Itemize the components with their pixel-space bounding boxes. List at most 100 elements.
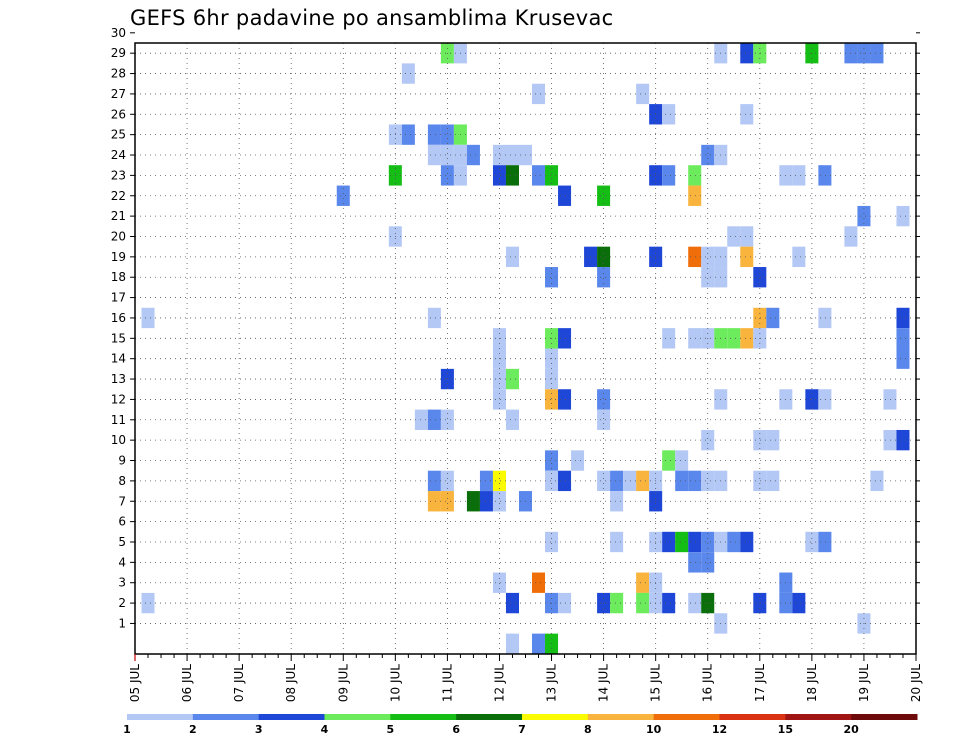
grid-lines [135, 43, 916, 654]
colorbar-label: 7 [518, 723, 526, 736]
colorbar-label: 3 [255, 723, 263, 736]
heatmap-cell [636, 470, 650, 492]
heatmap-cell [571, 450, 585, 471]
heatmap-cell [623, 470, 637, 492]
heatmap-cell [701, 531, 715, 553]
heatmap-cell [479, 491, 493, 512]
heatmap-cell [597, 470, 611, 492]
y-tick-label: 15 [111, 331, 126, 345]
heatmap-cell [896, 328, 910, 349]
x-tick-label: 19 JUL [857, 664, 871, 702]
x-tick-label: 13 JUL [545, 664, 559, 702]
heatmap-cell [597, 389, 611, 410]
heatmap-cell [492, 470, 506, 492]
x-tick-label: 18 JUL [805, 664, 819, 702]
y-tick-label: 26 [111, 107, 126, 121]
heatmap-cell [597, 267, 611, 288]
heatmap-cell [896, 205, 910, 227]
colorbar-swatch [851, 714, 918, 720]
heatmap-cell [558, 185, 572, 206]
y-tick-label: 25 [111, 128, 126, 142]
y-tick-label: 3 [118, 576, 126, 590]
x-tick-label: 08 JUL [284, 664, 298, 702]
heatmap-cell [427, 409, 441, 430]
heatmap-cell [545, 470, 559, 492]
heatmap-cell [610, 592, 624, 614]
colorbar-swatch [258, 714, 325, 720]
x-tick-label: 15 JUL [649, 664, 663, 702]
heatmap-cell [610, 470, 624, 492]
heatmap-cell [753, 470, 767, 492]
heatmap-cell [662, 165, 676, 186]
heatmap-cell [818, 307, 832, 329]
y-tick-label: 7 [118, 494, 126, 508]
colorbar-label: 5 [387, 723, 395, 736]
heatmap-cell [818, 531, 832, 553]
heatmap-cell [688, 531, 702, 553]
heatmap-cell [883, 429, 897, 451]
x-tick-label: 05 JUL [128, 664, 142, 702]
heatmap-cell [505, 144, 519, 166]
heatmap-cell [675, 470, 689, 492]
heatmap-cell [662, 104, 676, 125]
colorbar-swatch [324, 714, 391, 720]
colorbar-label: 6 [452, 723, 460, 736]
heatmap-cell [792, 246, 806, 268]
heatmap-cell [701, 429, 715, 451]
colorbar-label: 8 [584, 723, 592, 736]
heatmap-cell [870, 470, 884, 492]
y-tick-label: 18 [111, 270, 126, 284]
y-tick-label: 24 [111, 148, 126, 162]
heatmap-cell [753, 267, 767, 288]
heatmap-cell [701, 246, 715, 268]
heatmap-cell [427, 491, 441, 512]
x-tick-label: 20 JUL [909, 664, 923, 702]
y-tick-label: 28 [111, 67, 126, 81]
heatmap-cell [792, 165, 806, 186]
heatmap-cell [805, 389, 819, 410]
heatmap-cell [636, 592, 650, 614]
x-tick-label: 17 JUL [753, 664, 767, 702]
heatmap-cell [688, 470, 702, 492]
y-tick-label: 9 [118, 454, 126, 468]
y-tick-label: 4 [118, 555, 126, 569]
heatmap-cell [688, 552, 702, 573]
heatmap-cell [701, 552, 715, 573]
y-tick-label: 20 [111, 229, 126, 243]
heatmap-cell [505, 409, 519, 430]
colorbar-label: 4 [321, 723, 329, 736]
heatmap-cell [532, 572, 546, 593]
heatmap-cell [466, 491, 480, 512]
heatmap-cell [532, 83, 546, 105]
colorbar-label: 15 [778, 723, 793, 736]
heatmap-cell [896, 429, 910, 451]
y-tick-label: 23 [111, 168, 126, 182]
heatmap-cell [440, 368, 454, 390]
heatmap-cell [662, 450, 676, 471]
heatmap-cell [545, 531, 559, 553]
heatmap-cell [414, 409, 428, 430]
heatmap-cell [727, 226, 741, 247]
x-tick-label: 09 JUL [336, 664, 350, 702]
heatmap-cell [440, 124, 454, 145]
heatmap-cell [492, 389, 506, 410]
heatmap-cell [505, 592, 519, 614]
y-tick-label: 16 [111, 311, 126, 325]
y-tick-label: 21 [111, 209, 126, 223]
x-tick-label: 14 JUL [597, 664, 611, 702]
heatmap-cell [558, 592, 572, 614]
heatmap-cell [636, 572, 650, 593]
heatmap-cell [440, 165, 454, 186]
colorbar-label: 12 [712, 723, 727, 736]
heatmap-cell [545, 389, 559, 410]
chart-title: GEFS 6hr padavine po ansamblima Krusevac [130, 6, 614, 30]
heatmap-cell [675, 450, 689, 471]
y-tick-label: 11 [111, 413, 126, 427]
y-tick-label: 30 [111, 26, 126, 40]
heatmap-cell [427, 144, 441, 166]
heatmap-cell [401, 124, 415, 145]
heatmap-cell [505, 246, 519, 268]
heatmap-cell [427, 470, 441, 492]
heatmap-cell [545, 368, 559, 390]
heatmap-cell [440, 144, 454, 166]
